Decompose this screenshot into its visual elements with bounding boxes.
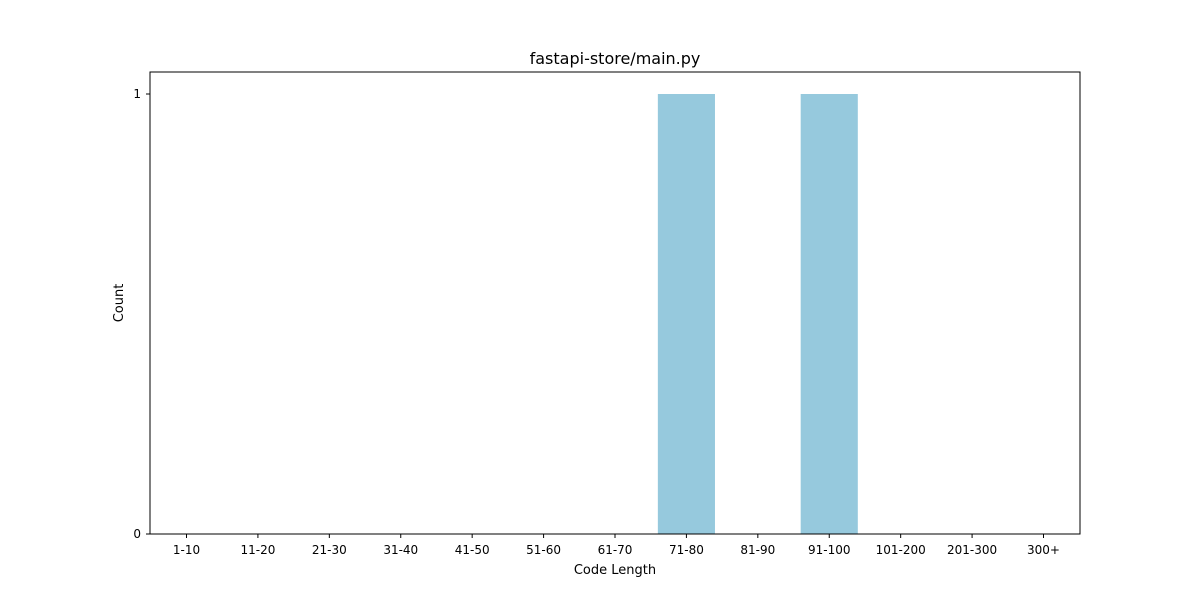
bar-71-80	[657, 94, 715, 534]
x-tick-label: 31-40	[383, 543, 418, 557]
x-tick-label: 91-100	[808, 543, 851, 557]
chart-title: fastapi-store/main.py	[530, 49, 701, 68]
x-tick-label: 101-200	[876, 543, 926, 557]
x-tick-label: 61-70	[598, 543, 633, 557]
bar-91-100	[800, 94, 858, 534]
x-tick-label: 11-20	[240, 543, 275, 557]
x-axis-label: Code Length	[574, 563, 656, 578]
x-tick-label: 71-80	[669, 543, 704, 557]
y-axis-label: Count	[112, 284, 127, 323]
x-axis-ticks: 1-10 11-20 21-30 31-40 41-50 51-60 61-70 71-80 8…	[173, 534, 1060, 557]
x-tick-label: 201-300	[947, 543, 997, 557]
bars-layer	[657, 94, 858, 534]
y-tick-label: 0	[133, 527, 141, 541]
x-tick-label: 300+	[1027, 543, 1060, 557]
x-tick-label: 21-30	[312, 543, 347, 557]
y-tick-label: 1	[133, 87, 141, 101]
x-tick-label: 81-90	[740, 543, 775, 557]
x-tick-label: 41-50	[455, 543, 490, 557]
x-tick-label: 51-60	[526, 543, 561, 557]
y-axis-ticks: 01	[133, 87, 150, 541]
x-tick-label: 1-10	[173, 543, 200, 557]
